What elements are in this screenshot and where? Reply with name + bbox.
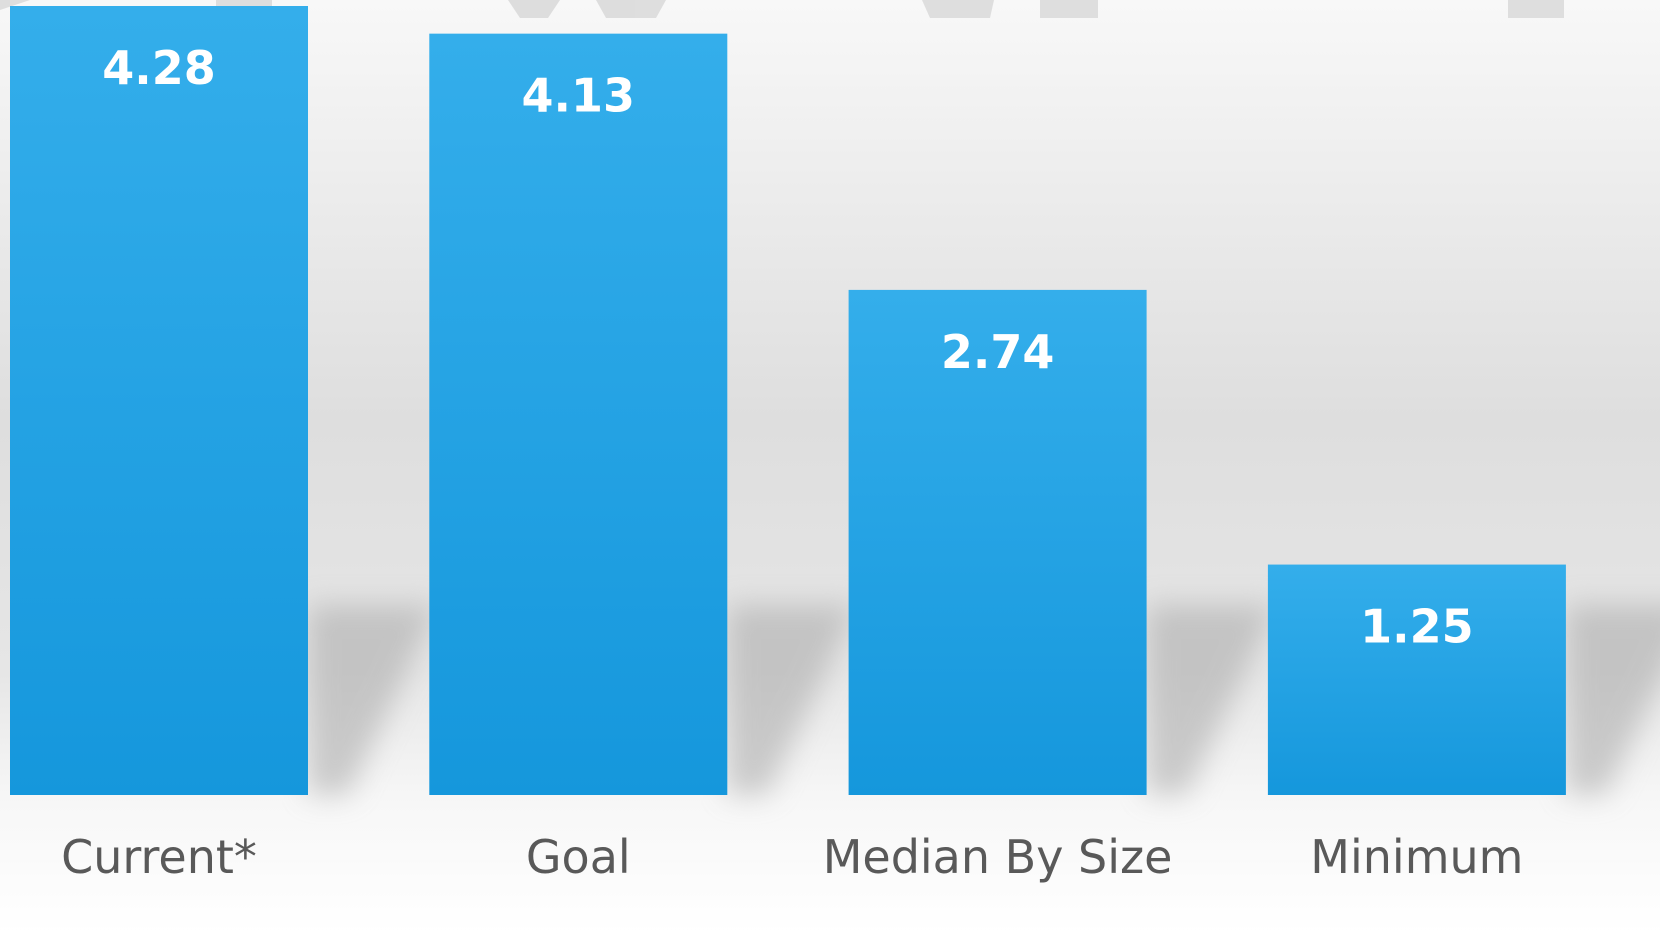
data-label: 1.25 (1360, 600, 1474, 654)
category-labels: Current* Goal Median By Size Minimum (61, 830, 1523, 884)
bar-median-by-size (848, 289, 1147, 795)
bar-shadows (308, 605, 1660, 795)
bar-shadow (1565, 605, 1660, 795)
bar-goal (429, 33, 728, 796)
bar-shadow (1146, 605, 1277, 795)
bar-shadow (727, 605, 858, 795)
bar-minimum (1267, 564, 1566, 795)
category-label: Goal (526, 830, 631, 884)
category-label: Minimum (1310, 830, 1523, 884)
data-labels: 4.28 4.13 2.74 1.25 (102, 41, 1473, 654)
data-label: 4.13 (522, 69, 636, 123)
data-label: 4.28 (102, 41, 216, 95)
data-label: 2.74 (941, 325, 1055, 379)
bars (10, 6, 1566, 796)
bar-shadow (308, 605, 438, 795)
bar-current (10, 6, 308, 795)
category-label: Current* (61, 830, 257, 884)
category-label: Median By Size (823, 830, 1173, 884)
